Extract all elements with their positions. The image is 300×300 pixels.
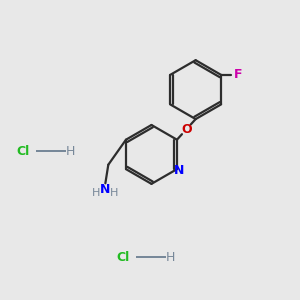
Text: H: H — [166, 251, 176, 264]
Text: Cl: Cl — [16, 145, 29, 158]
Text: Cl: Cl — [116, 251, 129, 264]
Text: H: H — [110, 188, 118, 198]
Text: H: H — [92, 188, 100, 198]
Text: F: F — [233, 68, 242, 81]
Text: O: O — [181, 123, 192, 136]
Text: N: N — [100, 183, 110, 196]
Text: H: H — [66, 145, 76, 158]
Text: N: N — [174, 164, 184, 177]
